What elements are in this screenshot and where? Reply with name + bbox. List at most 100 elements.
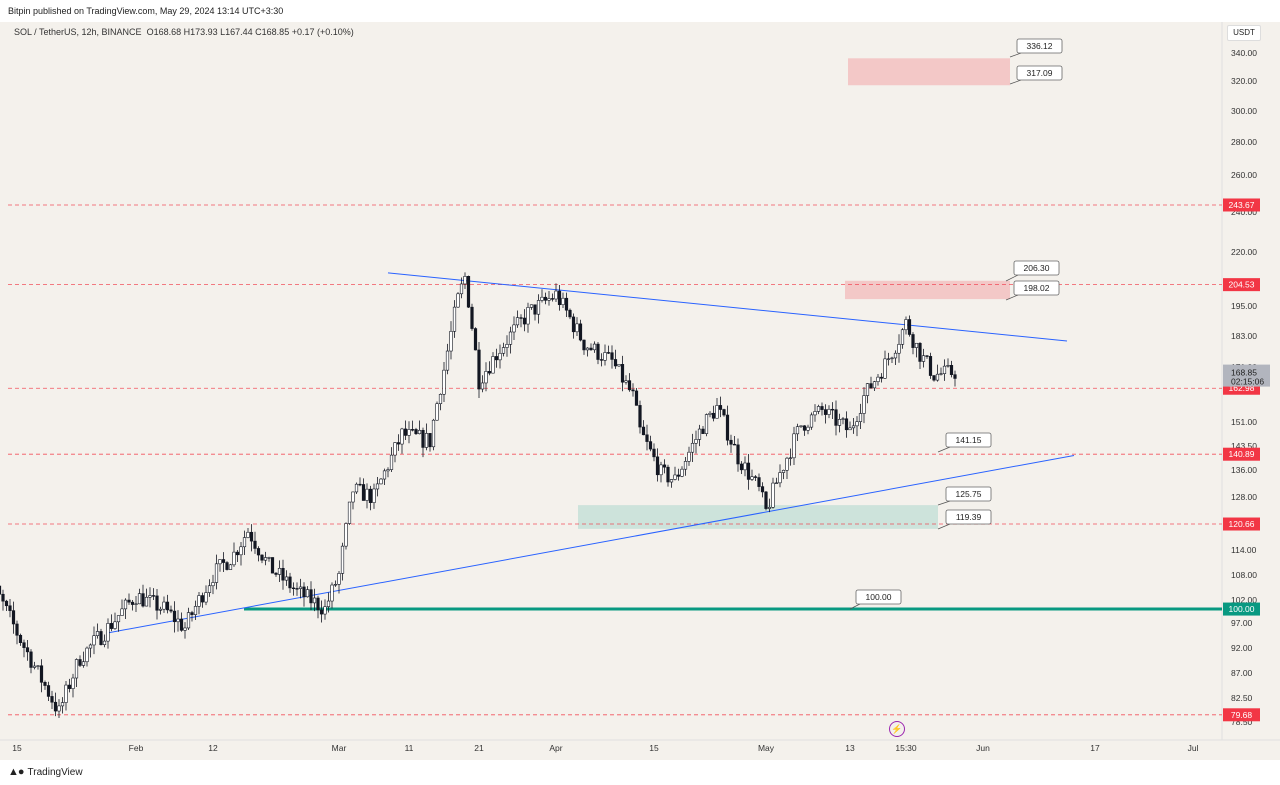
candle (340, 542, 345, 581)
candle-body (221, 559, 226, 563)
support-zone (578, 505, 938, 529)
candle-body (204, 592, 208, 603)
candle-body (760, 486, 765, 493)
candle (872, 380, 877, 391)
candle (302, 582, 306, 607)
y-tick-label: 87.00 (1231, 668, 1253, 678)
level-tag-label: 204.53 (1229, 280, 1255, 290)
candle-body (74, 659, 79, 679)
candle-body (186, 612, 191, 629)
candle-body (1, 593, 5, 602)
candle (676, 468, 681, 481)
candle (393, 441, 397, 463)
y-tick-label: 320.00 (1231, 76, 1257, 86)
trendlines[interactable] (107, 272, 1075, 634)
candle (316, 595, 320, 619)
candle-body (921, 355, 926, 362)
candle (617, 363, 621, 368)
candle (0, 585, 2, 595)
candle (505, 335, 509, 357)
candle-body (470, 306, 474, 329)
candle-body (0, 585, 2, 595)
candle (386, 467, 390, 478)
candle-body (428, 433, 432, 448)
candle (295, 582, 299, 596)
candle (169, 605, 173, 614)
candle (834, 400, 838, 436)
candle (879, 373, 884, 383)
candle (267, 556, 271, 562)
candle-body (879, 376, 884, 379)
candle-body (858, 413, 863, 422)
candle-body (575, 323, 579, 333)
tradingview-logo[interactable]: ▲● TradingView (8, 766, 83, 778)
price-zones (578, 58, 1010, 529)
candle-body (176, 618, 180, 623)
candle-body (694, 439, 698, 444)
candle (323, 599, 327, 620)
candle (813, 404, 817, 422)
candle (907, 315, 912, 337)
lightning-icon[interactable]: ⚡ (889, 721, 905, 737)
candle (634, 388, 639, 406)
price-chart[interactable]: 340.00 320.00 300.00 280.00 260.00 240.00 220.… (0, 22, 1280, 760)
x-tick-label: Jun (976, 743, 990, 753)
candle-body (904, 319, 908, 331)
candle-body (239, 546, 243, 556)
candle-body (529, 304, 534, 308)
candle (239, 542, 243, 566)
candle-body (190, 612, 194, 615)
candle-body (792, 433, 796, 459)
candle (95, 623, 100, 639)
candle-body (708, 412, 712, 415)
candle (53, 692, 58, 717)
candle (669, 478, 674, 488)
currency-button[interactable]: USDT (1227, 25, 1261, 41)
candle-body (449, 330, 453, 352)
candle (662, 459, 667, 474)
candle (32, 661, 37, 670)
candle-body (932, 375, 936, 381)
candle-body (862, 395, 866, 414)
candle-body (242, 537, 247, 548)
candle-body (99, 631, 103, 645)
candle-body (92, 635, 96, 646)
candle (470, 303, 474, 331)
y-tick-label: 92.00 (1231, 643, 1253, 653)
candle-body (179, 618, 184, 631)
callout-label: 141.15 (956, 435, 982, 445)
candle-body (197, 595, 201, 607)
candle (659, 461, 663, 483)
candle-body (876, 376, 880, 382)
candle-body (564, 297, 569, 311)
candle (473, 327, 478, 351)
candle-body (109, 623, 114, 629)
candle (354, 482, 359, 495)
candle (263, 551, 268, 566)
y-tick-label: 183.00 (1231, 331, 1257, 341)
candle (92, 626, 96, 655)
level-tag: 243.67 (1223, 198, 1260, 212)
candle (620, 355, 625, 392)
candle-body (424, 433, 429, 448)
candle (673, 466, 677, 481)
candle-body (368, 488, 373, 503)
candle (113, 612, 117, 630)
candle (498, 344, 502, 369)
candle-body (260, 554, 264, 561)
price-callout: 206.30 (1005, 260, 1060, 282)
candle-body (557, 290, 562, 306)
candle-body (144, 596, 149, 607)
candle-body (498, 352, 502, 361)
candle (540, 289, 544, 303)
candle-body (148, 595, 152, 598)
candle-body (421, 429, 425, 448)
y-tick-label: 114.00 (1231, 545, 1257, 555)
candle (298, 578, 303, 599)
candle (274, 572, 278, 577)
candle-body (340, 545, 345, 574)
candle (778, 464, 782, 488)
candle-body (11, 610, 16, 625)
candle-body (57, 705, 61, 712)
